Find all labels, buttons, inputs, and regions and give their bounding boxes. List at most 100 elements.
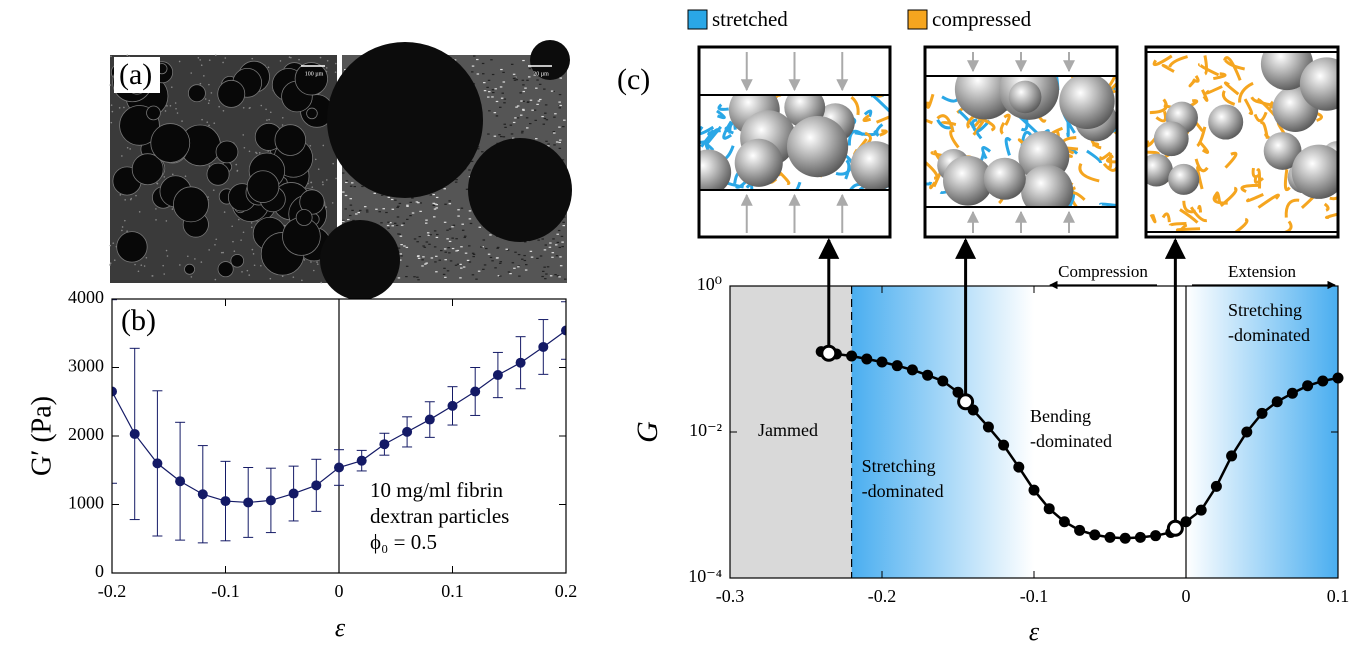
- inset-frame: [1144, 45, 1340, 239]
- data-point: [876, 356, 888, 368]
- fiber: [1149, 213, 1157, 224]
- fiber: [400, 255, 403, 257]
- region-label: Stretching: [862, 456, 936, 476]
- fiber: [1168, 55, 1188, 68]
- region-label: -dominated: [1228, 325, 1310, 345]
- data-point: [129, 428, 140, 439]
- fiber: [537, 100, 541, 102]
- speckle: [242, 231, 245, 234]
- speckle: [321, 181, 324, 183]
- fiber: [545, 119, 549, 121]
- speckle: [121, 155, 123, 157]
- speckle: [112, 242, 115, 244]
- fiber: [722, 120, 733, 140]
- particle: [230, 254, 245, 268]
- fiber: [504, 126, 507, 128]
- data-point: [1089, 529, 1101, 541]
- fiber: [424, 222, 428, 224]
- speckle: [134, 263, 136, 266]
- fiber: [558, 276, 561, 278]
- fiber: [547, 143, 550, 145]
- speckle: [178, 60, 181, 63]
- speckle: [267, 66, 270, 69]
- inset: [1144, 45, 1340, 239]
- fiber: [342, 172, 345, 174]
- fiber: [446, 238, 449, 240]
- sphere: [699, 149, 732, 190]
- fiber: [482, 73, 485, 75]
- fiber: [494, 88, 497, 90]
- fiber: [411, 197, 414, 199]
- fiber: [1256, 97, 1276, 117]
- fiber: [724, 125, 734, 135]
- data-point: [1013, 461, 1025, 473]
- fiber: [422, 245, 425, 247]
- particle: [295, 209, 313, 226]
- fiber: [489, 234, 492, 236]
- fiber: [515, 79, 519, 81]
- x-tick-label: 0.1: [441, 581, 464, 601]
- speckle: [222, 251, 224, 254]
- fiber: [522, 90, 526, 93]
- fiber: [522, 100, 525, 102]
- fiber: [1092, 142, 1100, 147]
- sphere: [983, 157, 1026, 200]
- fiber: [443, 221, 447, 223]
- fiber: [448, 203, 452, 205]
- fiber: [351, 209, 354, 211]
- fiber: [517, 266, 520, 268]
- fiber: [398, 233, 402, 235]
- fiber: [548, 246, 552, 248]
- speckle: [184, 175, 187, 178]
- fiber: [510, 63, 514, 65]
- data-point: [1256, 407, 1268, 419]
- fiber: [406, 205, 409, 207]
- region-label: Bending: [1030, 406, 1091, 426]
- fiber: [971, 118, 983, 140]
- legend-swatch: [907, 9, 928, 30]
- particle: [294, 62, 328, 96]
- fiber: [1149, 98, 1168, 115]
- fiber: [522, 59, 525, 62]
- fiber: [444, 203, 447, 205]
- fiber: [502, 71, 505, 74]
- fiber: [469, 222, 473, 225]
- fiber: [1238, 81, 1254, 103]
- fiber: [526, 101, 530, 104]
- fiber: [1284, 198, 1300, 218]
- particle: [116, 231, 148, 263]
- sphere: [1208, 104, 1244, 140]
- fiber: [539, 255, 543, 257]
- speckle: [332, 162, 334, 165]
- fiber: [1198, 140, 1210, 154]
- fiber: [436, 233, 439, 236]
- speckle: [210, 92, 213, 94]
- fiber: [551, 252, 555, 254]
- speckle: [248, 274, 251, 276]
- speckle: [248, 150, 251, 153]
- speckle: [240, 239, 242, 241]
- data-point: [1180, 516, 1192, 528]
- scale-bar-label: 100 µm: [305, 71, 324, 77]
- fiber: [875, 115, 890, 124]
- fiber: [495, 115, 499, 117]
- data-point: [1271, 396, 1283, 408]
- speckle: [165, 249, 168, 252]
- inset-content: [925, 76, 1117, 207]
- fiber: [425, 219, 428, 221]
- speckle: [137, 270, 140, 273]
- fiber: [1214, 191, 1222, 203]
- fiber: [524, 269, 528, 271]
- fiber: [529, 123, 532, 125]
- speckle: [269, 111, 272, 114]
- speckle: [214, 54, 217, 57]
- fiber: [502, 136, 506, 138]
- speckle: [292, 276, 295, 278]
- x-tick-label: 0: [335, 581, 344, 601]
- speckle: [199, 82, 202, 85]
- fiber: [454, 181, 458, 183]
- speckle: [208, 124, 210, 127]
- speckle: [208, 83, 210, 86]
- fiber: [472, 253, 476, 255]
- fiber: [427, 234, 431, 236]
